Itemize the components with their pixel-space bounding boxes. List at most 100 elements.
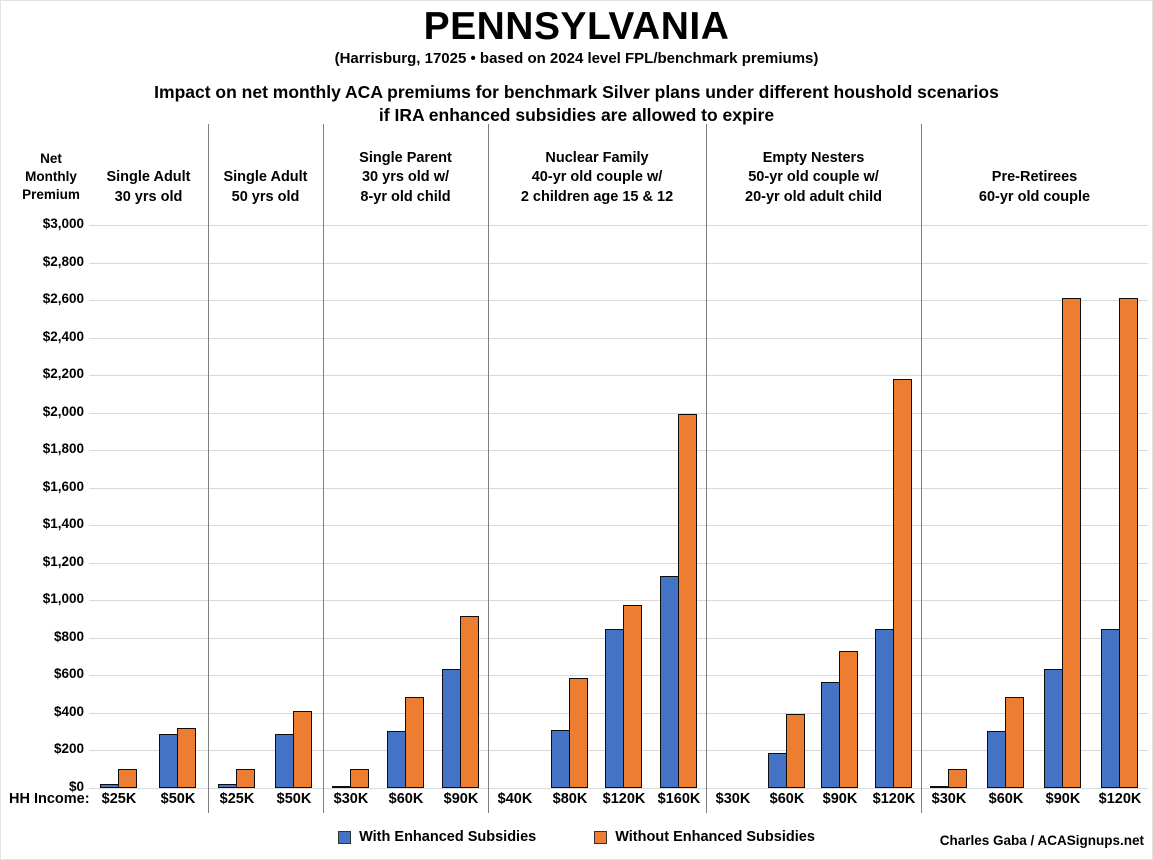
bar-with-enhanced-subsidies (1044, 669, 1063, 788)
gridline (89, 413, 1148, 414)
y-axis-tick-label: $0 (68, 779, 84, 794)
scenario-header-line: 60-yr old couple (978, 188, 1091, 205)
y-axis-tick-label: $1,200 (42, 554, 84, 569)
income-tick-label: $90K (1045, 791, 1081, 807)
scenario-header-line: Single Adult (223, 169, 308, 185)
y-axis-tick-label: $3,000 (42, 216, 84, 231)
y-axis-tick-label: $800 (53, 629, 84, 644)
y-axis-tick-label: $1,400 (42, 516, 84, 531)
bar-with-enhanced-subsidies (159, 734, 178, 788)
y-axis-title-line-3: Premium (22, 187, 80, 202)
y-axis-title: Net Monthly Premium (11, 150, 91, 204)
bar-without-enhanced-subsidies (236, 769, 255, 788)
scenario-header-line: Empty Nesters (762, 149, 865, 166)
group-separator-line (208, 124, 209, 813)
scenario-header-line: 50 yrs old (231, 188, 300, 205)
bar-without-enhanced-subsidies (460, 616, 479, 788)
bar-without-enhanced-subsidies (1119, 298, 1138, 788)
income-tick-label: $120K (1098, 791, 1142, 807)
group-separator-line (921, 124, 922, 813)
income-tick-label: $30K (715, 791, 751, 807)
income-tick-label: $90K (822, 791, 858, 807)
credit-text: Charles Gaba / ACASignups.net (939, 833, 1144, 848)
group-separator-line (323, 124, 324, 813)
bar-without-enhanced-subsidies (177, 728, 196, 788)
income-tick-label: $40K (497, 791, 533, 807)
gridline (89, 375, 1148, 376)
y-axis-tick-label: $400 (53, 704, 84, 719)
bar-without-enhanced-subsidies (118, 769, 137, 788)
bar-without-enhanced-subsidies (948, 769, 967, 788)
bar-with-enhanced-subsidies (768, 753, 787, 788)
chart-heading: Impact on net monthly ACA premiums for b… (1, 81, 1152, 127)
legend-item-with-enhanced-subsidies: With Enhanced Subsidies (338, 829, 536, 845)
scenario-header-line: Single Parent (359, 149, 452, 166)
income-tick-label: $30K (333, 791, 369, 807)
bar-without-enhanced-subsidies (786, 714, 805, 788)
bar-with-enhanced-subsidies (1101, 629, 1120, 788)
y-axis-tick-label: $2,800 (42, 254, 84, 269)
bar-with-enhanced-subsidies (275, 734, 294, 788)
bar-without-enhanced-subsidies (405, 697, 424, 788)
y-axis-tick-label: $2,400 (42, 329, 84, 344)
bar-with-enhanced-subsidies (987, 731, 1006, 788)
bar-with-enhanced-subsidies (551, 730, 570, 788)
y-axis-tick-label: $2,600 (42, 291, 84, 306)
bar-with-enhanced-subsidies (660, 576, 679, 788)
bar-without-enhanced-subsidies (893, 379, 912, 788)
y-axis-title-line-1: Net (40, 151, 62, 166)
bar-with-enhanced-subsidies (442, 669, 461, 788)
y-axis-tick-label: $200 (53, 741, 84, 756)
group-separator-line (706, 124, 707, 813)
gridline (89, 600, 1148, 601)
bar-with-enhanced-subsidies (821, 682, 840, 788)
bar-with-enhanced-subsidies (387, 731, 406, 788)
bar-with-enhanced-subsidies (605, 629, 624, 788)
gridline (89, 563, 1148, 564)
scenario-header-line: 40-yr old couple w/ (531, 169, 663, 185)
gridline (89, 338, 1148, 339)
scenario-header-line: 50-yr old couple w/ (748, 169, 879, 185)
y-axis-tick-label: $1,600 (42, 479, 84, 494)
y-axis-tick-label: $2,000 (42, 404, 84, 419)
scenario-header-line: 30 yrs old w/ (361, 169, 450, 185)
scenario-header-line: 8-yr old child (360, 188, 451, 205)
y-axis-tick-label: $1,800 (42, 441, 84, 456)
legend-label-without: Without Enhanced Subsidies (615, 829, 815, 845)
scenario-header-line: 30 yrs old (114, 188, 183, 205)
bar-without-enhanced-subsidies (293, 711, 312, 788)
bar-without-enhanced-subsidies (839, 651, 858, 788)
income-tick-label: $90K (443, 791, 479, 807)
income-tick-label: $30K (931, 791, 967, 807)
gridline (89, 788, 1148, 789)
bar-without-enhanced-subsidies (350, 769, 369, 788)
bar-with-enhanced-subsidies (100, 784, 119, 788)
legend: With Enhanced Subsidies Without Enhanced… (1, 829, 1152, 845)
scenario-header-line: Nuclear Family (545, 149, 649, 166)
scenario-header-line: 20-yr old adult child (745, 188, 882, 205)
chart-title: PENNSYLVANIA (423, 5, 730, 48)
y-axis-title-line-2: Monthly (25, 169, 77, 184)
income-tick-label: $160K (657, 791, 701, 807)
bar-without-enhanced-subsidies (1005, 697, 1024, 788)
income-tick-label: $80K (552, 791, 588, 807)
bar-without-enhanced-subsidies (569, 678, 588, 788)
income-tick-label: $25K (101, 791, 137, 807)
gridline (89, 450, 1148, 451)
scenario-header-line: 2 children age 15 & 12 (520, 188, 674, 205)
legend-item-without-enhanced-subsidies: Without Enhanced Subsidies (594, 829, 815, 845)
bar-without-enhanced-subsidies (678, 414, 697, 788)
scenario-header-line: Single Adult (106, 169, 191, 185)
income-tick-label: $60K (769, 791, 805, 807)
gridline (89, 300, 1148, 301)
scenario-header: Empty Nesters 50-yr old couple w/20-yr ol… (706, 139, 921, 207)
gridline (89, 225, 1148, 226)
gridline (89, 525, 1148, 526)
scenario-header: Nuclear Family 40-yr old couple w/2 child… (488, 139, 706, 207)
group-separator-line (488, 124, 489, 813)
scenario-header: Single Parent 30 yrs old w/8-yr old child (323, 139, 488, 207)
income-tick-label: $60K (988, 791, 1024, 807)
bar-with-enhanced-subsidies (332, 786, 351, 788)
income-tick-label: $25K (219, 791, 255, 807)
